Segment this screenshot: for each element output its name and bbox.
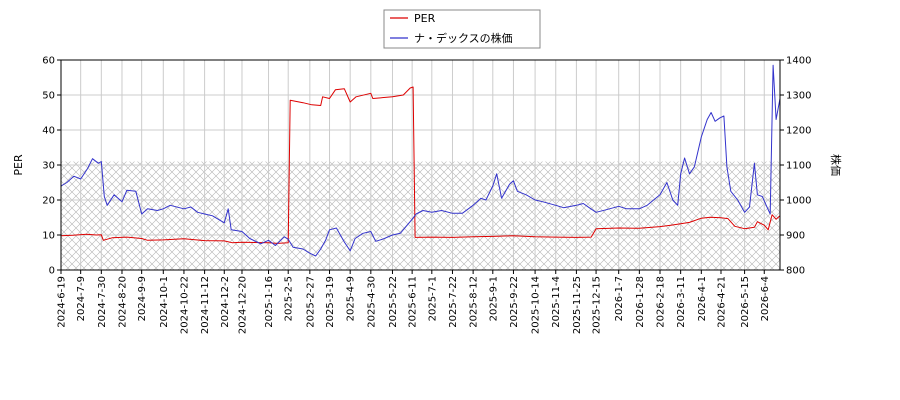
x-tick-label: 2025-11-25	[572, 276, 583, 334]
x-tick-label: 2026-4-1	[697, 276, 708, 321]
x-tick-label: 2024-10-1	[159, 276, 170, 328]
x-tick-label: 2025-4-9	[346, 276, 357, 321]
x-tick-label: 2025-4-30	[366, 276, 377, 328]
x-tick-label: 2025-9-22	[509, 276, 520, 328]
x-tick-label: 2025-3-19	[325, 276, 336, 328]
x-tick-label: 2026-1-7	[614, 276, 625, 321]
right-axis-title: 株価	[829, 154, 843, 176]
x-tick-label: 2025-2-5	[284, 276, 295, 321]
right-tick-label: 1000	[786, 196, 811, 207]
x-tick-label: 2024-10-22	[179, 276, 190, 334]
x-tick-label: 2025-6-11	[408, 276, 419, 328]
right-tick-label: 1200	[786, 126, 811, 137]
right-tick-label: 1100	[786, 161, 811, 172]
right-tick-label: 900	[786, 231, 805, 242]
x-tick-label: 2024-8-20	[117, 276, 128, 328]
x-tick-label: 2024-11-12	[200, 276, 211, 334]
x-ticks: 2024-6-19 2024-7-9 2024-7-30 2024-8-20 2024-…	[57, 270, 771, 334]
right-tick-label: 1300	[786, 91, 811, 102]
x-tick-label: 2026-5-15	[740, 276, 751, 328]
legend: PER ナ・デックスの株価	[383, 9, 541, 49]
left-axis-title: PER	[12, 154, 25, 176]
left-tick-label: 20	[42, 196, 55, 207]
x-tick-label: 2025-8-12	[469, 276, 480, 328]
left-y-ticks: 0 10 20 30 40 50 60	[42, 56, 61, 277]
x-tick-label: 2025-10-14	[531, 276, 542, 334]
x-tick-label: 2024-7-30	[97, 276, 108, 328]
x-tick-label: 2025-11-4	[551, 276, 562, 328]
x-tick-label: 2024-12-2	[220, 276, 231, 328]
x-tick-label: 2026-6-4	[760, 276, 771, 321]
x-tick-label: 2025-12-15	[592, 276, 603, 334]
x-tick-label: 2025-9-1	[488, 276, 499, 321]
x-tick-label: 2024-7-9	[76, 276, 87, 321]
x-tick-label: 2025-2-27	[305, 276, 316, 328]
per-series-line	[60, 86, 781, 244]
x-tick-label: 2025-7-22	[448, 276, 459, 328]
x-tick-label: 2026-1-28	[635, 276, 646, 328]
legend-label-per: PER	[414, 12, 436, 25]
x-tick-label: 2024-6-19	[57, 276, 68, 328]
right-tick-label: 1400	[786, 56, 811, 67]
legend-box	[383, 9, 541, 49]
x-tick-label: 2024-12-20	[237, 276, 248, 334]
right-y-ticks: 800 900 1000 1100 1200 1300 1400	[780, 56, 811, 277]
left-tick-label: 60	[42, 56, 55, 67]
series-lines	[60, 64, 781, 257]
x-tick-label: 2025-5-22	[388, 276, 399, 328]
right-tick-label: 800	[786, 266, 805, 277]
left-tick-label: 0	[49, 266, 55, 277]
x-tick-label: 2025-1-16	[264, 276, 275, 328]
left-tick-label: 40	[42, 126, 55, 137]
x-tick-label: 2026-4-21	[716, 276, 727, 328]
left-tick-label: 50	[42, 91, 55, 102]
shaded-band	[61, 161, 780, 270]
x-tick-label: 2025-7-1	[427, 276, 438, 321]
x-tick-label: 2024-9-9	[137, 276, 148, 321]
x-tick-label: 2026-3-11	[676, 276, 687, 328]
x-tick-label: 2026-2-18	[656, 276, 667, 328]
legend-label-price: ナ・デックスの株価	[414, 31, 513, 45]
left-tick-label: 30	[42, 161, 55, 172]
stock-price-series-line	[60, 64, 781, 257]
left-tick-label: 10	[42, 231, 55, 242]
